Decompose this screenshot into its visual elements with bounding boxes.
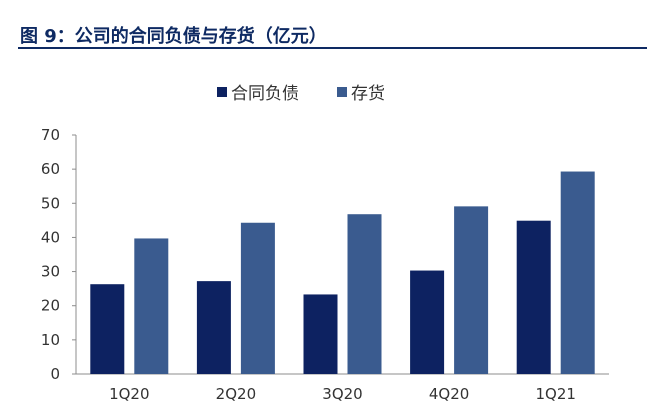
x-tick-label: 1Q21 [535, 385, 575, 403]
bar-inventory-1q20 [134, 238, 169, 374]
x-tick-label: 3Q20 [322, 385, 362, 403]
bar-inventory-3q20 [347, 214, 382, 374]
legend-swatch-inventory [337, 87, 347, 97]
legend-swatch-contract-liabilities [217, 87, 227, 97]
y-tick-label: 60 [41, 160, 60, 178]
y-tick-label: 20 [41, 297, 60, 315]
y-tick-label: 50 [41, 194, 60, 212]
bar-contract-liabilities-1q20 [90, 284, 125, 374]
x-axis-ticks: 1Q20 2Q20 3Q20 4Q20 1Q21 [109, 385, 576, 403]
legend-label-contract-liabilities: 合同负债 [231, 84, 299, 104]
bar-contract-liabilities-1q21 [516, 220, 551, 374]
y-tick-label: 30 [41, 263, 60, 281]
x-tick-label: 4Q20 [429, 385, 469, 403]
x-tick-label: 2Q20 [216, 385, 256, 403]
bar-inventory-1q21 [560, 171, 595, 374]
figure-caption: 图 9：公司的合同负债与存货（亿元） [20, 26, 327, 47]
x-tick-label: 1Q20 [109, 385, 149, 403]
legend: 合同负债 存货 [217, 84, 385, 104]
bar-contract-liabilities-3q20 [303, 294, 338, 374]
bar-inventory-4q20 [454, 206, 489, 374]
bar-series [90, 171, 595, 374]
y-axis-ticks: 0 10 20 30 40 50 60 70 [41, 126, 76, 383]
y-tick-label: 70 [41, 126, 60, 144]
y-tick-label: 10 [41, 331, 60, 349]
caption-divider [18, 47, 647, 49]
y-tick-label: 40 [41, 228, 60, 246]
legend-label-inventory: 存货 [351, 84, 385, 104]
bar-inventory-2q20 [240, 222, 275, 374]
bar-contract-liabilities-2q20 [196, 281, 231, 374]
y-tick-label: 0 [50, 365, 60, 383]
bar-contract-liabilities-4q20 [410, 270, 445, 374]
